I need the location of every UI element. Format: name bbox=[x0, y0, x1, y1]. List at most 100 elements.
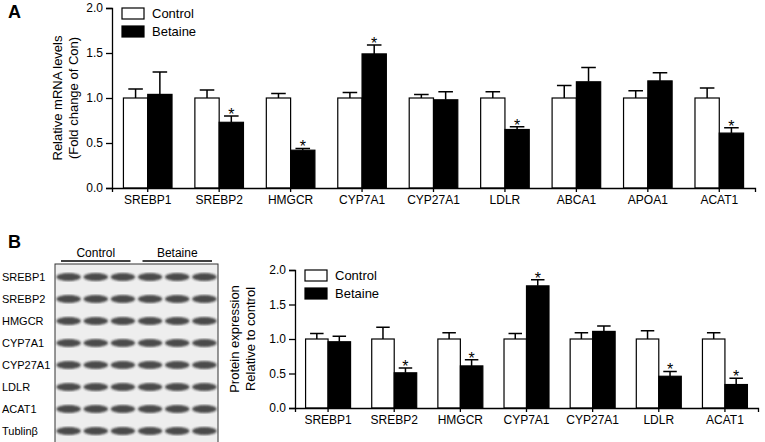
error-bar bbox=[486, 92, 501, 98]
tick-label: ABCA1 bbox=[557, 193, 597, 207]
tick-mark bbox=[106, 143, 112, 144]
error-bar bbox=[597, 326, 610, 332]
blot-band bbox=[165, 361, 189, 369]
tick-mark bbox=[433, 188, 434, 192]
tick-label: SREBP1 bbox=[304, 413, 352, 427]
bar bbox=[593, 331, 615, 408]
group-label: Control bbox=[76, 246, 115, 260]
error-bar bbox=[581, 67, 596, 81]
tick: 2.0 bbox=[86, 1, 112, 15]
tick: SREBP2 bbox=[195, 188, 243, 207]
tick-label: 1.0 bbox=[269, 332, 286, 346]
blot-band bbox=[165, 317, 189, 325]
tick: 2.0 bbox=[269, 263, 295, 277]
tick-mark bbox=[361, 188, 362, 192]
blot-band bbox=[192, 317, 216, 325]
tick: SREBP1 bbox=[304, 408, 352, 427]
tick-label: SREBP2 bbox=[371, 413, 419, 427]
tick-mark bbox=[147, 188, 148, 192]
group-label: Betaine bbox=[157, 246, 198, 260]
tick: SREBP2 bbox=[371, 408, 419, 427]
bar bbox=[409, 98, 433, 188]
tick-mark bbox=[576, 188, 577, 192]
bar bbox=[659, 376, 681, 408]
error-bar bbox=[442, 333, 455, 339]
tick-mark bbox=[394, 408, 395, 412]
tick: CYP7A1 bbox=[503, 408, 549, 427]
axis-line bbox=[106, 9, 113, 189]
tick-mark bbox=[504, 188, 505, 192]
significance-mark: * bbox=[402, 358, 408, 375]
tick: HMGCR bbox=[438, 408, 484, 427]
tick-label: SREBP1 bbox=[124, 193, 172, 207]
row-label: CYP27A1 bbox=[2, 359, 50, 371]
error-bar bbox=[509, 333, 522, 339]
tick-label: HMGCR bbox=[438, 413, 484, 427]
error-bar bbox=[707, 333, 720, 339]
error-bar bbox=[641, 331, 654, 339]
tick-label: LDLR bbox=[643, 413, 674, 427]
blot: BControlBetaineSREBP1SREBP2HMGCRCYP7A1CY… bbox=[2, 232, 218, 442]
blot-band bbox=[138, 273, 162, 281]
bar bbox=[570, 339, 592, 408]
bar bbox=[460, 366, 482, 408]
tick-mark bbox=[106, 188, 112, 189]
tick-mark bbox=[719, 188, 720, 192]
tick: 0.5 bbox=[86, 136, 112, 150]
x-axis: SREBP1 SREBP2 HMGCR CYP7A1 CYP27A1 LDLR ACAT1 bbox=[296, 408, 759, 427]
bar bbox=[702, 339, 724, 408]
tick-label: 1.5 bbox=[86, 46, 103, 60]
tick-mark bbox=[658, 408, 659, 412]
blot-band bbox=[84, 339, 108, 347]
tick-label: CYP27A1 bbox=[566, 413, 619, 427]
bar bbox=[219, 122, 243, 188]
tick: 1.5 bbox=[269, 298, 295, 312]
figure: A*****0.00.51.01.52.0SREBP1SREBP2HMGCRCY… bbox=[0, 0, 765, 442]
bar bbox=[306, 339, 328, 408]
tick-label: CYP7A1 bbox=[339, 193, 385, 207]
legend-label: Control bbox=[152, 6, 194, 21]
blot-band bbox=[138, 383, 162, 391]
blot-band bbox=[111, 383, 135, 391]
bar bbox=[624, 98, 648, 188]
tick-label: 0.5 bbox=[86, 136, 103, 150]
blot-band bbox=[111, 427, 135, 435]
tick: ACAT1 bbox=[706, 408, 744, 427]
legend-swatch bbox=[122, 26, 144, 37]
tick-label: 0.0 bbox=[269, 401, 286, 415]
tick: SREBP1 bbox=[124, 188, 172, 207]
blot-band bbox=[138, 361, 162, 369]
blot-band bbox=[165, 295, 189, 303]
bar bbox=[636, 339, 658, 408]
panel-label: B bbox=[8, 232, 21, 252]
significance-mark: * bbox=[371, 35, 377, 52]
blot-band bbox=[84, 317, 108, 325]
tick-label: CYP27A1 bbox=[407, 193, 460, 207]
tick-mark bbox=[289, 339, 295, 340]
tick-mark bbox=[289, 304, 295, 305]
tick-label: ACAT1 bbox=[706, 413, 744, 427]
blot-band bbox=[165, 273, 189, 281]
tick: HMGCR bbox=[268, 188, 314, 207]
error-bar bbox=[333, 336, 346, 342]
tick-label: APOA1 bbox=[628, 193, 668, 207]
bar bbox=[291, 150, 315, 188]
axis-line bbox=[113, 189, 756, 193]
error-bar bbox=[200, 90, 215, 98]
blot-band bbox=[165, 383, 189, 391]
axis-title: Protein expression bbox=[227, 285, 242, 393]
significance-mark: * bbox=[733, 368, 739, 385]
row-label: ACAT1 bbox=[2, 403, 37, 415]
bar bbox=[552, 98, 576, 188]
tick-label: 1.5 bbox=[269, 298, 286, 312]
tick-mark bbox=[289, 373, 295, 374]
bar bbox=[394, 373, 416, 408]
panel-label: A bbox=[8, 2, 21, 22]
blot-band bbox=[192, 339, 216, 347]
bar bbox=[328, 342, 350, 408]
tick-label: CYP7A1 bbox=[503, 413, 549, 427]
plot-area bbox=[123, 45, 743, 188]
error-bar bbox=[414, 94, 429, 98]
tick: APOA1 bbox=[628, 188, 668, 207]
bar bbox=[338, 98, 362, 188]
